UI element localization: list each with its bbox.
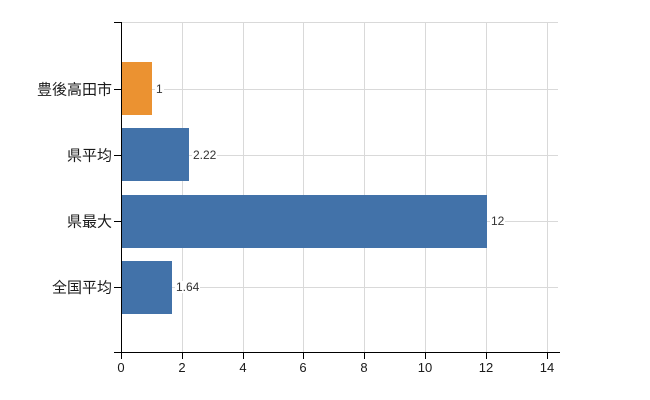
x-gridline [486, 22, 487, 352]
value-label-0: 1 [155, 81, 164, 96]
category-label-1: 県平均 [66, 147, 112, 165]
y-tick-mark [114, 155, 121, 156]
x-tick-label-0: 0 [117, 360, 125, 375]
x-tick-label-5: 10 [417, 360, 433, 375]
category-gridline [121, 287, 558, 288]
category-label-0: 豊後高田市 [36, 81, 112, 98]
x-gridline [425, 22, 426, 352]
y-tick-mark [114, 287, 121, 288]
x-tick-mark [303, 353, 304, 359]
category-gridline [121, 89, 558, 90]
category-label-2: 県最大 [66, 213, 112, 231]
x-tick-mark [425, 353, 426, 359]
x-tick-mark [243, 353, 244, 359]
bar-3 [122, 261, 172, 314]
x-tick-label-6: 12 [478, 360, 494, 375]
x-gridline [547, 22, 548, 352]
x-tick-mark [486, 353, 487, 359]
value-label-2: 12 [490, 214, 506, 229]
x-tick-label-2: 4 [239, 360, 247, 375]
category-gridline [121, 155, 558, 156]
bar-0 [122, 62, 152, 115]
x-tick-mark [182, 353, 183, 359]
x-tick-label-4: 8 [360, 360, 368, 375]
y-tick-mark [114, 22, 121, 23]
x-gridline [182, 22, 183, 352]
plot-top-gridline [121, 22, 558, 23]
category-label-3: 全国平均 [51, 279, 112, 297]
x-gridline [303, 22, 304, 352]
y-tick-mark [114, 221, 121, 222]
bar-2 [122, 195, 487, 248]
x-tick-label-1: 2 [178, 360, 186, 375]
x-gridline [364, 22, 365, 352]
x-axis-line [114, 352, 560, 353]
bar-1 [122, 128, 189, 181]
x-tick-label-3: 6 [299, 360, 307, 375]
x-tick-mark [547, 353, 548, 359]
x-tick-label-7: 14 [539, 360, 555, 375]
y-tick-mark [114, 89, 121, 90]
value-label-3: 1.64 [175, 280, 201, 295]
x-gridline [243, 22, 244, 352]
y-axis-line [121, 22, 122, 358]
x-tick-mark [121, 353, 122, 359]
value-label-1: 2.22 [192, 147, 218, 162]
x-tick-mark [364, 353, 365, 359]
